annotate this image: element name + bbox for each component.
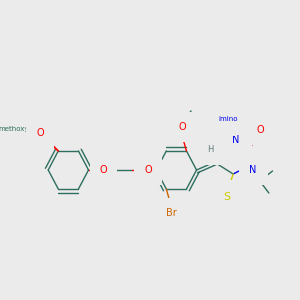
Text: methoxy: methoxy	[0, 126, 29, 132]
Text: O: O	[99, 165, 107, 175]
Text: S: S	[222, 191, 230, 201]
Text: N: N	[232, 135, 240, 145]
Text: O: O	[32, 129, 40, 139]
Text: N: N	[250, 164, 258, 174]
Text: O: O	[257, 125, 264, 135]
Text: NH: NH	[213, 116, 228, 126]
Text: NH: NH	[212, 117, 227, 127]
Text: H: H	[207, 146, 214, 154]
Text: N: N	[249, 165, 256, 175]
Text: Br: Br	[166, 208, 176, 218]
Text: S: S	[223, 192, 230, 202]
Text: O: O	[144, 165, 152, 175]
Text: N: N	[234, 126, 242, 136]
Text: O: O	[36, 128, 44, 138]
Text: O: O	[178, 122, 186, 132]
Text: H: H	[214, 148, 220, 157]
Text: imino: imino	[219, 116, 238, 122]
Text: imino: imino	[217, 114, 236, 120]
Text: N: N	[235, 134, 242, 144]
